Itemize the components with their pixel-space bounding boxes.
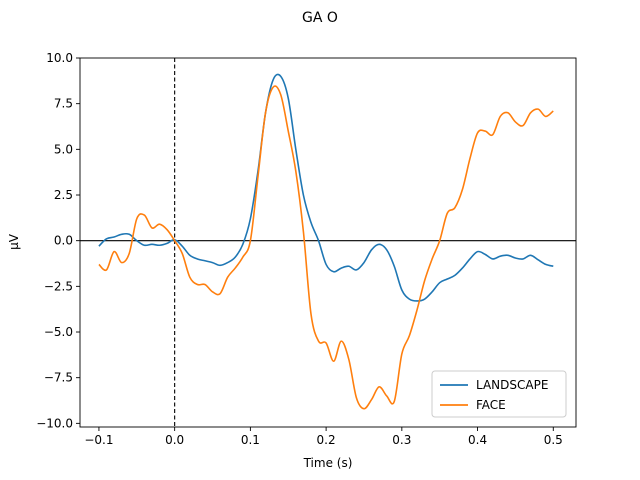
plot-area xyxy=(80,58,576,427)
x-tick-label: 0.2 xyxy=(317,433,336,447)
y-tick-label: −10.0 xyxy=(36,416,73,430)
axes: −0.1 0.0 0.1 0.2 0.3 0.4 0.5 −10.0 −7.5 −5.0 −2.5 0… xyxy=(36,51,577,447)
x-tick-label: 0.5 xyxy=(544,433,563,447)
series-line-landscape xyxy=(98,73,554,302)
y-tick-label: 7.5 xyxy=(54,97,73,111)
x-tick-label: 0.4 xyxy=(468,433,487,447)
legend-label-landscape: LANDSCAPE xyxy=(476,378,548,392)
y-tick-label: −5.0 xyxy=(44,325,73,339)
y-tick-label: 5.0 xyxy=(54,142,73,156)
series-line-face xyxy=(98,85,554,410)
legend-label-face: FACE xyxy=(476,398,506,412)
legend: LANDSCAPE FACE xyxy=(431,370,567,418)
x-tick-label: −0.1 xyxy=(84,433,113,447)
chart-title: GA O xyxy=(302,10,338,26)
axes-frame xyxy=(79,57,577,428)
x-tick-label: 0.0 xyxy=(165,433,184,447)
x-tick-label: 0.1 xyxy=(241,433,260,447)
y-tick-label: −7.5 xyxy=(44,371,73,385)
y-tick-label: 2.5 xyxy=(54,188,73,202)
y-tick-label: 0.0 xyxy=(54,234,73,248)
x-axis-label: Time (s) xyxy=(303,456,353,470)
y-tick-label: 10.0 xyxy=(46,51,73,65)
x-tick-label: 0.3 xyxy=(392,433,411,447)
y-axis-label: µV xyxy=(7,233,21,250)
y-tick-label: −2.5 xyxy=(44,279,73,293)
